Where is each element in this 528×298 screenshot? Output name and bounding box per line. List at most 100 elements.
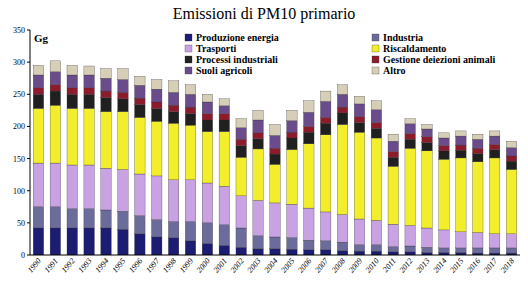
x-tick-label: 2004: [262, 257, 279, 275]
legend-swatch: [372, 34, 379, 41]
x-tick-label: 2006: [296, 257, 313, 275]
bar-segment: [405, 139, 415, 148]
bar-segment: [405, 225, 415, 246]
bar-segment: [33, 88, 43, 94]
bar-segment: [439, 133, 449, 138]
bar-segment: [388, 152, 398, 158]
bar-segment: [354, 251, 364, 255]
bar-segment: [320, 241, 330, 250]
bar-segment: [287, 204, 297, 237]
bar-segment: [33, 108, 43, 163]
bar-segment: [439, 248, 449, 253]
bar-segment: [506, 161, 516, 169]
bar-segment: [506, 234, 516, 248]
bar-segment: [33, 65, 43, 75]
bar-segment: [219, 114, 229, 120]
bar-segment: [506, 141, 516, 147]
bar-segment: [456, 145, 466, 150]
y-tick-label: 350: [13, 26, 25, 35]
legend-swatch: [185, 45, 192, 52]
bar-segment: [202, 243, 212, 255]
bar-segment: [84, 108, 94, 165]
bar-segment: [489, 131, 499, 136]
bar-segment: [473, 162, 483, 233]
bar-segment: [371, 101, 381, 110]
bar-segment: [151, 108, 161, 121]
y-tick: [27, 94, 30, 95]
bar-segment: [202, 114, 212, 120]
legend-label: Industria: [383, 32, 423, 43]
bar-segment: [371, 251, 381, 255]
bar-segment: [135, 216, 145, 234]
bar-segment: [439, 151, 449, 159]
bar-segment: [473, 148, 483, 153]
bar-segment: [67, 88, 77, 94]
x-tick-label: 2014: [431, 257, 448, 275]
bar-segment: [185, 125, 195, 180]
bar-segment: [67, 209, 77, 228]
bar-segment: [101, 112, 111, 169]
x-tick-label: 1999: [178, 257, 195, 275]
bar-segment: [456, 136, 466, 145]
bar-segment: [422, 129, 432, 137]
bar-segment: [84, 66, 94, 75]
bar-segment: [101, 98, 111, 112]
bar-segment: [50, 163, 60, 207]
bar-segment: [168, 180, 178, 222]
bar-segment: [219, 225, 229, 246]
bar-segment: [135, 98, 145, 104]
x-tick-label: 1991: [43, 257, 60, 275]
bar-segment: [118, 112, 128, 170]
chart: Emissioni di PM10 primarioGg050100150200…: [0, 0, 528, 298]
bar-segment: [304, 208, 314, 240]
bar-segment: [304, 126, 314, 132]
bar-segment: [185, 94, 195, 107]
y-tick-label: 50: [17, 219, 25, 228]
bar-segment: [50, 61, 60, 72]
y-tick-label: 200: [13, 122, 25, 131]
bar-segment: [219, 132, 229, 187]
bar-segment: [135, 105, 145, 118]
bar-segment: [371, 220, 381, 244]
bar-segment: [33, 163, 43, 207]
bar-segment: [118, 80, 128, 93]
bar-segment: [287, 249, 297, 255]
bar-segment: [118, 69, 128, 80]
bar-segment: [185, 222, 195, 241]
bar-segment: [118, 229, 128, 255]
bar-segment: [473, 134, 483, 139]
bar-segment: [151, 102, 161, 108]
bar-segment: [287, 138, 297, 150]
bar-segment: [135, 234, 145, 255]
bar-segment: [50, 207, 60, 228]
y-axis: [30, 30, 31, 255]
bar-segment: [67, 165, 77, 209]
bar-segment: [422, 247, 432, 252]
bar-segment: [253, 110, 263, 120]
bar-segment: [287, 121, 297, 133]
bar-segment: [287, 110, 297, 120]
bar-segment: [168, 222, 178, 238]
bar-segment: [202, 102, 212, 114]
bar-segment: [456, 131, 466, 136]
bar-segment: [118, 92, 128, 98]
bar-segment: [405, 124, 415, 134]
bar-segment: [253, 236, 263, 249]
bar-segment: [506, 156, 516, 161]
x-tick-label: 2010: [364, 257, 381, 275]
legend-label: Produzione energia: [196, 32, 279, 43]
bar-segment: [33, 94, 43, 108]
bar-segment: [270, 148, 280, 154]
bar-segment: [489, 144, 499, 149]
bar-segment: [405, 148, 415, 225]
bar-segment: [371, 123, 381, 129]
y-tick: [27, 30, 30, 31]
bar-segment: [202, 94, 212, 102]
bar-segment: [151, 121, 161, 176]
bar-segment: [354, 104, 364, 117]
bar-segment: [304, 132, 314, 144]
bar-segment: [236, 146, 246, 158]
bar-segment: [84, 228, 94, 255]
x-tick-label: 2015: [448, 257, 465, 275]
bar-segment: [371, 245, 381, 251]
